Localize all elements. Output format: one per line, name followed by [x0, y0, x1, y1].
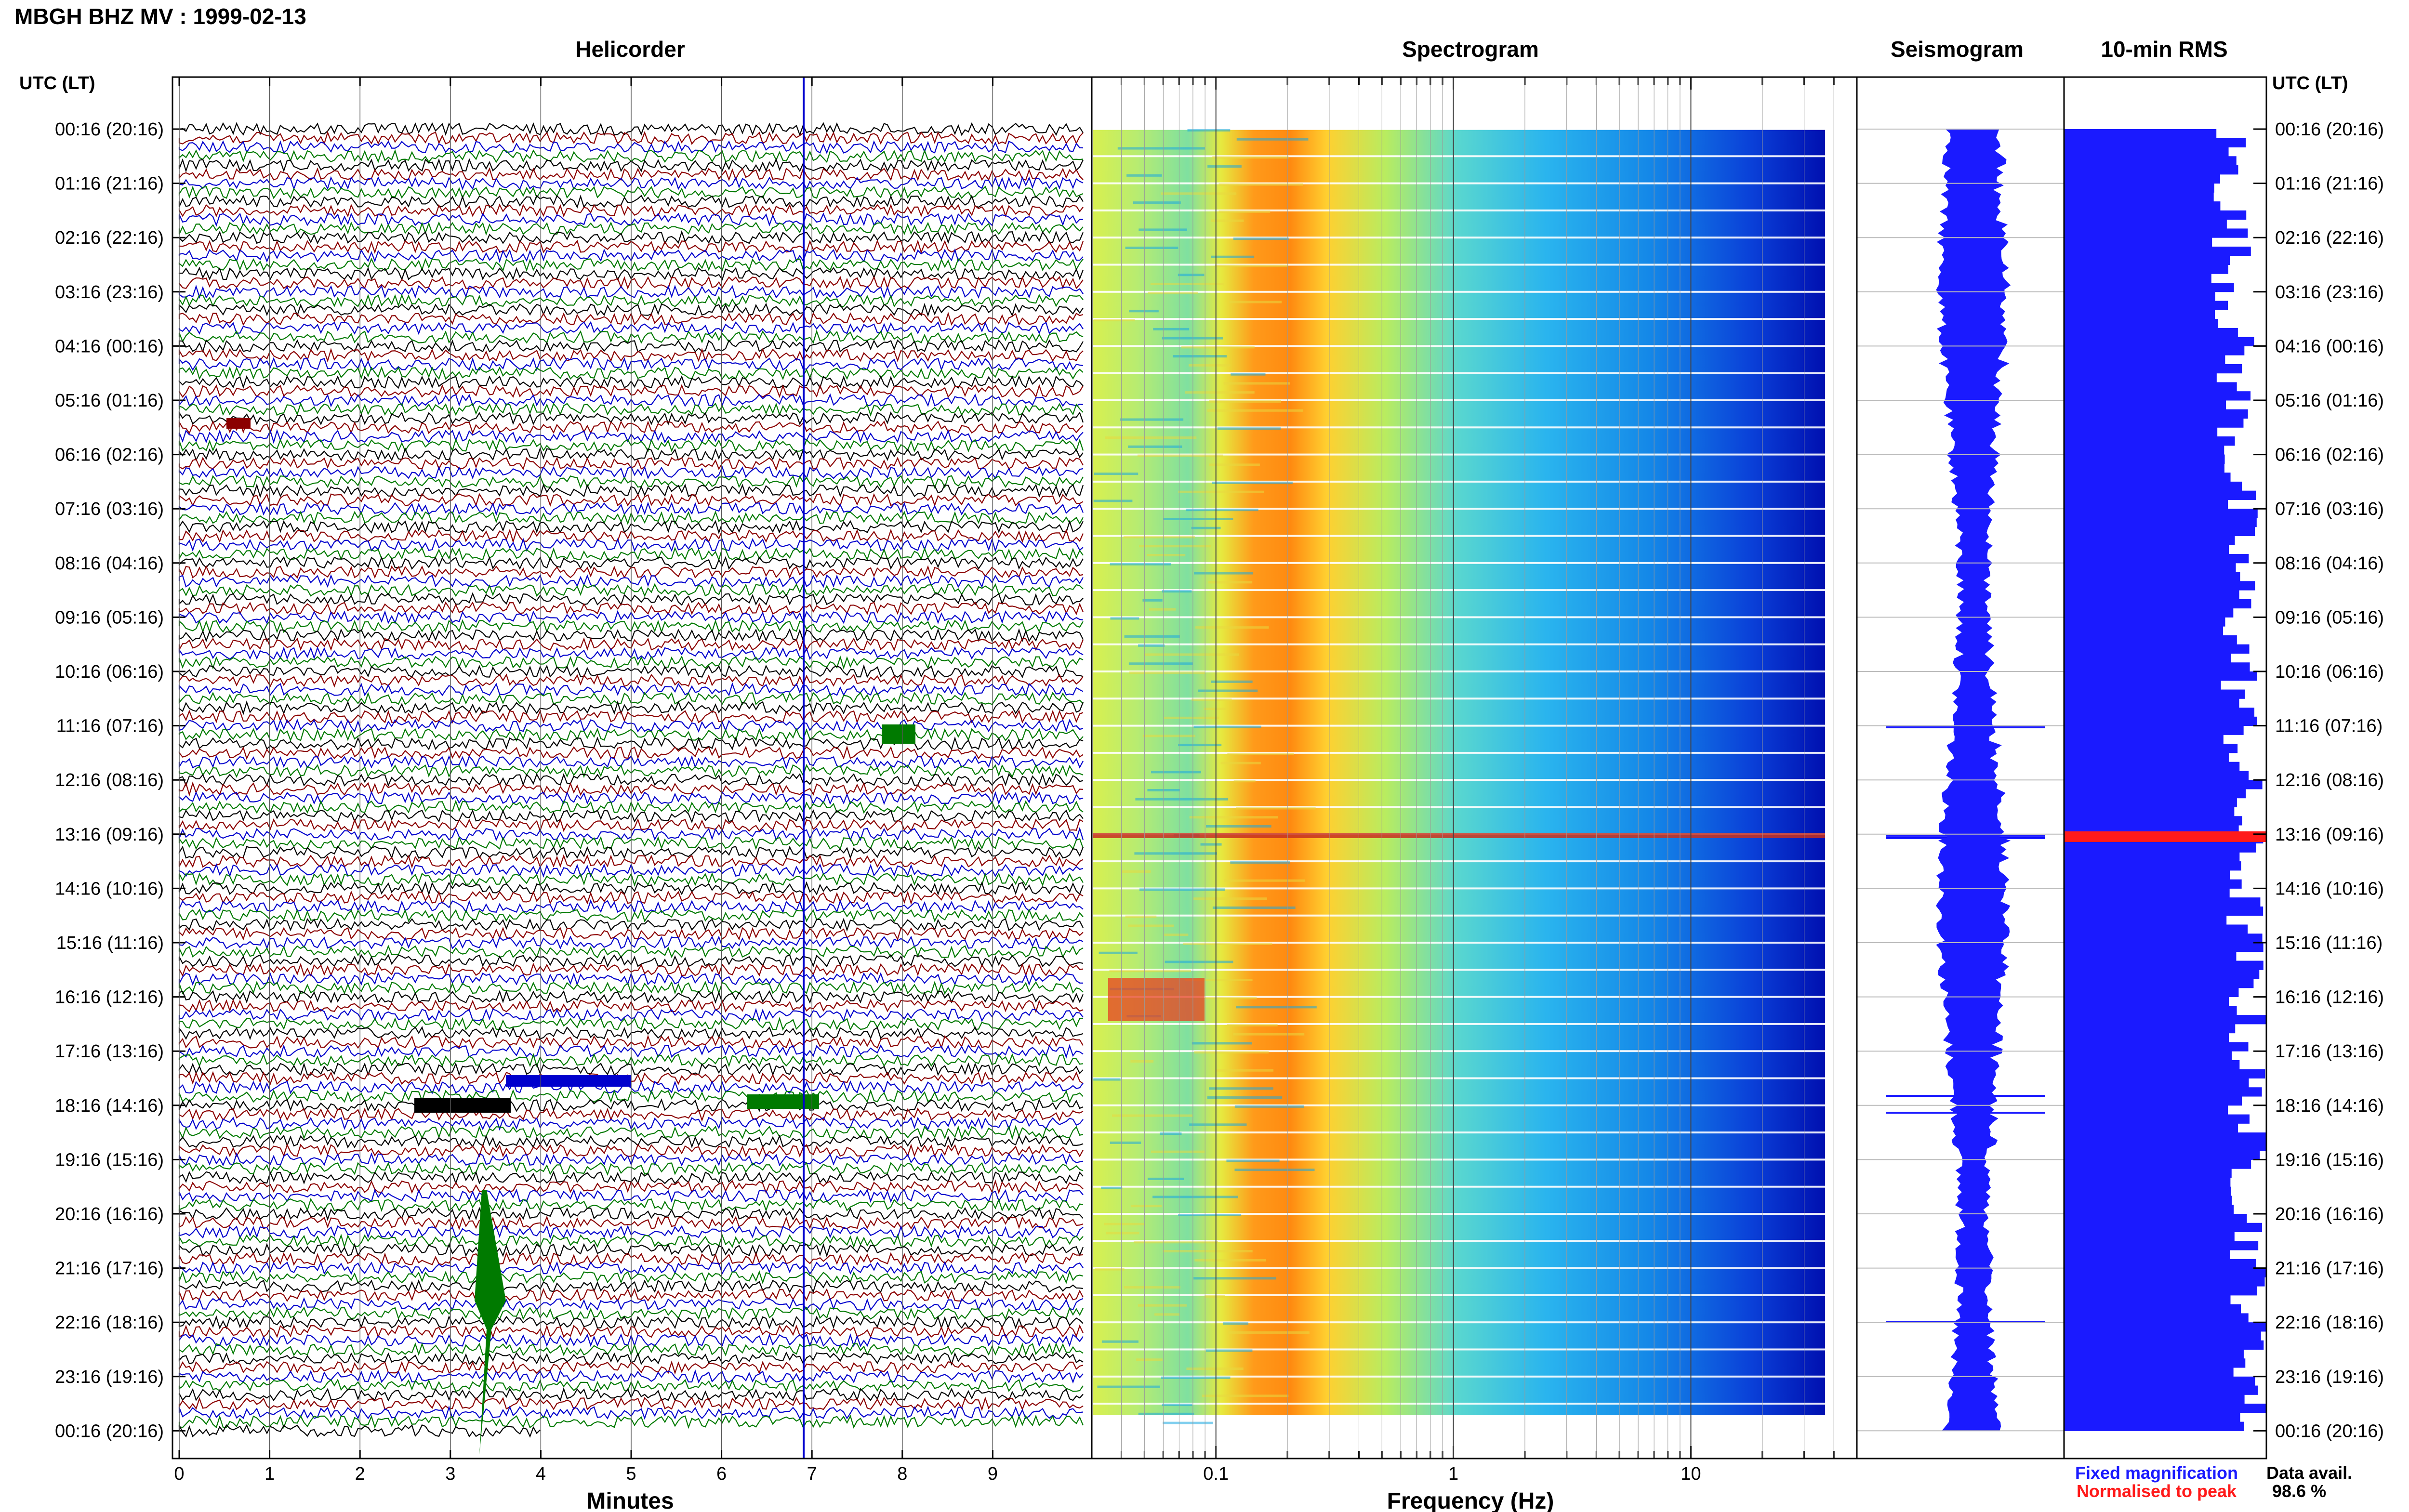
- legend-fixed-magnification: Fixed magnification: [2075, 1463, 2238, 1483]
- time-tick-right: 13:16 (09:16): [2275, 825, 2384, 845]
- minutes-axis-label: Minutes: [586, 1488, 674, 1512]
- time-tick-left: 22:16 (18:16): [55, 1313, 164, 1333]
- time-tick-right: 14:16 (10:16): [2275, 879, 2384, 899]
- minute-tick-label: 4: [536, 1464, 546, 1484]
- minute-tick-label: 5: [626, 1464, 636, 1484]
- time-tick-left: 15:16 (11:16): [56, 933, 164, 953]
- time-tick-right: 07:16 (03:16): [2275, 499, 2384, 519]
- time-tick-left: 03:16 (23:16): [55, 282, 164, 302]
- time-tick-left: 02:16 (22:16): [55, 228, 164, 248]
- time-tick-right: 06:16 (02:16): [2275, 445, 2384, 465]
- legend-normalised-to-peak: Normalised to peak: [2077, 1481, 2237, 1501]
- spectrogram-burst: [1108, 978, 1204, 1021]
- time-tick-left: 21:16 (17:16): [55, 1259, 164, 1279]
- time-tick-right: 16:16 (12:16): [2275, 987, 2384, 1008]
- time-tick-left: 19:16 (15:16): [55, 1150, 164, 1170]
- minute-tick-label: 6: [716, 1464, 727, 1484]
- minutes-ticks: 0 1 2 3 4 5 6 7 8 9: [174, 1464, 998, 1484]
- minute-tick-label: 7: [807, 1464, 817, 1484]
- spectrogram-title: Spectrogram: [1402, 37, 1539, 62]
- time-tick-right: 10:16 (06:16): [2275, 662, 2384, 682]
- data-availability-label: Data avail.: [2266, 1463, 2352, 1483]
- time-tick-left: 06:16 (02:16): [55, 445, 164, 465]
- data-availability-value: 98.6 %: [2272, 1481, 2326, 1501]
- time-tick-left: 12:16 (08:16): [55, 770, 164, 790]
- minute-tick-label: 0: [174, 1464, 184, 1484]
- time-tick-right: 00:16 (20:16): [2275, 1421, 2384, 1441]
- time-tick-left: 20:16 (16:16): [55, 1204, 164, 1224]
- time-tick-left: 09:16 (05:16): [55, 607, 164, 628]
- time-tick-right: 04:16 (00:16): [2275, 336, 2384, 356]
- frequency-tick-label: 0.1: [1203, 1464, 1229, 1484]
- time-tick-right: 19:16 (15:16): [2275, 1150, 2384, 1170]
- frequency-axis-label: Frequency (Hz): [1387, 1488, 1554, 1512]
- time-tick-right: 05:16 (01:16): [2275, 391, 2384, 411]
- minute-tick-label: 9: [988, 1464, 998, 1484]
- time-tick-right: 12:16 (08:16): [2275, 770, 2384, 790]
- time-tick-left: 00:16 (20:16): [55, 119, 164, 140]
- time-tick-left: 05:16 (01:16): [55, 391, 164, 411]
- minute-tick-label: 1: [265, 1464, 275, 1484]
- time-tick-right: 21:16 (17:16): [2275, 1259, 2384, 1279]
- time-tick-right: 20:16 (16:16): [2275, 1204, 2384, 1224]
- time-tick-left: 01:16 (21:16): [55, 174, 164, 194]
- helicorder-title: Helicorder: [575, 37, 685, 62]
- time-tick-right: 09:16 (05:16): [2275, 607, 2384, 628]
- time-ticks-left: 00:16 (20:16) 01:16 (21:16) 02:16 (22:16) 0…: [55, 119, 164, 1441]
- time-tick-left: 00:16 (20:16): [55, 1421, 164, 1441]
- rms-bars: [2064, 129, 2266, 1431]
- spectrogram-peak-line: [1093, 833, 1825, 838]
- time-axis-label-left: UTC (LT): [19, 73, 95, 93]
- frequency-tick-label: 1: [1448, 1464, 1458, 1484]
- time-tick-right: 17:16 (13:16): [2275, 1041, 2384, 1062]
- time-tick-left: 08:16 (04:16): [55, 553, 164, 574]
- time-tick-left: 07:16 (03:16): [55, 499, 164, 519]
- rms-peak-highlight: [2064, 831, 2266, 842]
- minute-tick-label: 8: [897, 1464, 907, 1484]
- time-tick-left: 17:16 (13:16): [55, 1041, 164, 1062]
- time-axis-label-right: UTC (LT): [2272, 73, 2348, 93]
- time-tick-right: 01:16 (21:16): [2275, 174, 2384, 194]
- time-tick-right: 08:16 (04:16): [2275, 553, 2384, 574]
- time-tick-left: 10:16 (06:16): [55, 662, 164, 682]
- spectrogram-row-gaps: [1093, 128, 1825, 1432]
- time-tick-right: 03:16 (23:16): [2275, 282, 2384, 302]
- frequency-tick-label: 10: [1681, 1464, 1701, 1484]
- minute-tick-label: 3: [445, 1464, 455, 1484]
- time-tick-left: 18:16 (14:16): [55, 1096, 164, 1116]
- time-tick-right: 11:16 (07:16): [2275, 716, 2383, 736]
- minute-tick-label: 2: [355, 1464, 365, 1484]
- time-tick-right: 15:16 (11:16): [2275, 933, 2383, 953]
- time-tick-left: 04:16 (00:16): [55, 336, 164, 356]
- time-tick-left: 11:16 (07:16): [56, 716, 164, 736]
- time-tick-right: 18:16 (14:16): [2275, 1096, 2384, 1116]
- time-tick-right: 00:16 (20:16): [2275, 119, 2384, 140]
- spectrogram-field: [1093, 129, 1825, 1415]
- figure-title: MBGH BHZ MV : 1999-02-13: [14, 4, 306, 29]
- seismogram-title: Seismogram: [1891, 37, 2024, 62]
- helicorder-traces: [178, 77, 1084, 1459]
- time-tick-right: 02:16 (22:16): [2275, 228, 2384, 248]
- rms-frame: [2063, 76, 2267, 1459]
- frequency-ticks: 0.1 1 10: [1203, 1464, 1701, 1484]
- time-tick-left: 23:16 (19:16): [55, 1367, 164, 1387]
- time-tick-left: 13:16 (09:16): [55, 825, 164, 845]
- time-tick-left: 16:16 (12:16): [55, 987, 164, 1008]
- time-ticks-right: 00:16 (20:16) 01:16 (21:16) 02:16 (22:16) 0…: [2275, 119, 2384, 1441]
- rms-title: 10-min RMS: [2101, 37, 2227, 62]
- time-tick-right: 22:16 (18:16): [2275, 1313, 2384, 1333]
- time-tick-right: 23:16 (19:16): [2275, 1367, 2384, 1387]
- time-tick-left: 14:16 (10:16): [55, 879, 164, 899]
